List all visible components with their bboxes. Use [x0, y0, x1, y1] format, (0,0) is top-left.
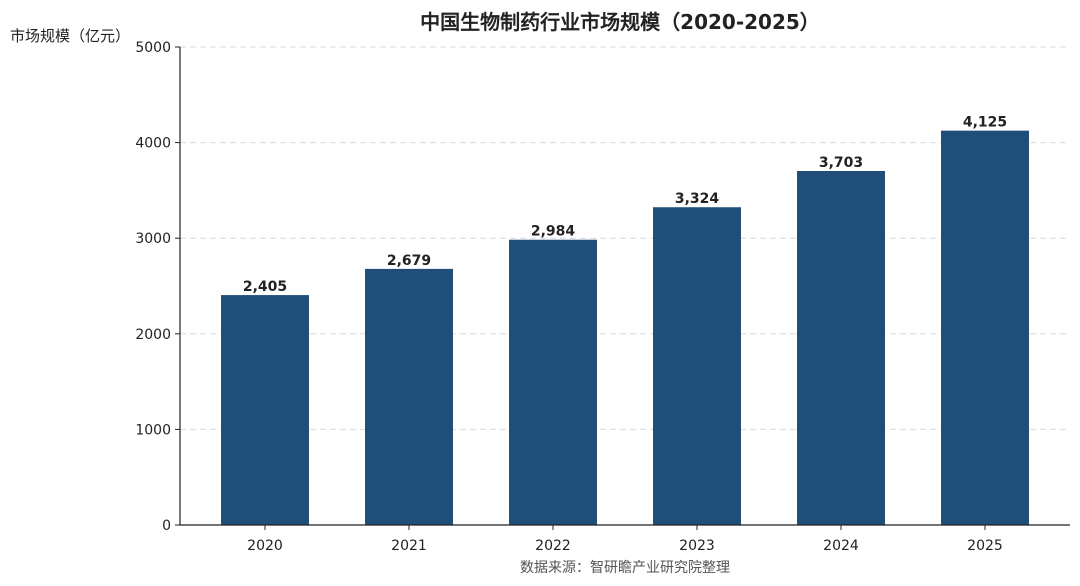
- y-tick-label: 4000: [135, 136, 171, 152]
- bars: 2,405 2,679 2,984 3,324 3,703 4,125: [221, 115, 1029, 526]
- data-label-2021: 2,679: [387, 253, 431, 269]
- x-axis-ticks: 2020 2021 2022 2023 2024 2025: [247, 525, 1003, 554]
- bar-2020: [221, 295, 309, 525]
- y-tick-label: 1000: [135, 422, 171, 438]
- bar-2024: [797, 170, 885, 525]
- data-label-2025: 4,125: [963, 115, 1007, 131]
- data-label-2024: 3,703: [819, 155, 863, 171]
- y-tick-label: 3000: [135, 231, 171, 247]
- chart-title: 中国生物制药行业市场规模（2020-2025）: [420, 10, 820, 34]
- bar-2022: [509, 239, 597, 525]
- y-tick-label: 5000: [135, 40, 171, 56]
- y-axis-ticks: 0 1000 2000 3000 4000 5000: [135, 40, 180, 534]
- y-tick-label: 2000: [135, 327, 171, 343]
- y-axis-label: 市场规模（亿元）: [10, 27, 130, 45]
- bar-2025: [941, 130, 1029, 525]
- data-label-2023: 3,324: [675, 191, 720, 207]
- source-note: 数据来源：智研瞻产业研究院整理: [520, 559, 730, 576]
- y-tick-label: 0: [162, 518, 171, 534]
- x-tick-label-2025: 2025: [967, 538, 1003, 554]
- x-tick-label-2024: 2024: [823, 538, 859, 554]
- x-tick-label-2020: 2020: [247, 538, 283, 554]
- data-label-2022: 2,984: [531, 224, 576, 240]
- bar-2021: [365, 268, 453, 525]
- x-tick-label-2021: 2021: [391, 538, 427, 554]
- bar-2023: [653, 207, 741, 526]
- gridlines: [180, 46, 1070, 430]
- x-tick-label-2022: 2022: [535, 538, 571, 554]
- data-label-2020: 2,405: [243, 279, 287, 295]
- x-tick-label-2023: 2023: [679, 538, 715, 554]
